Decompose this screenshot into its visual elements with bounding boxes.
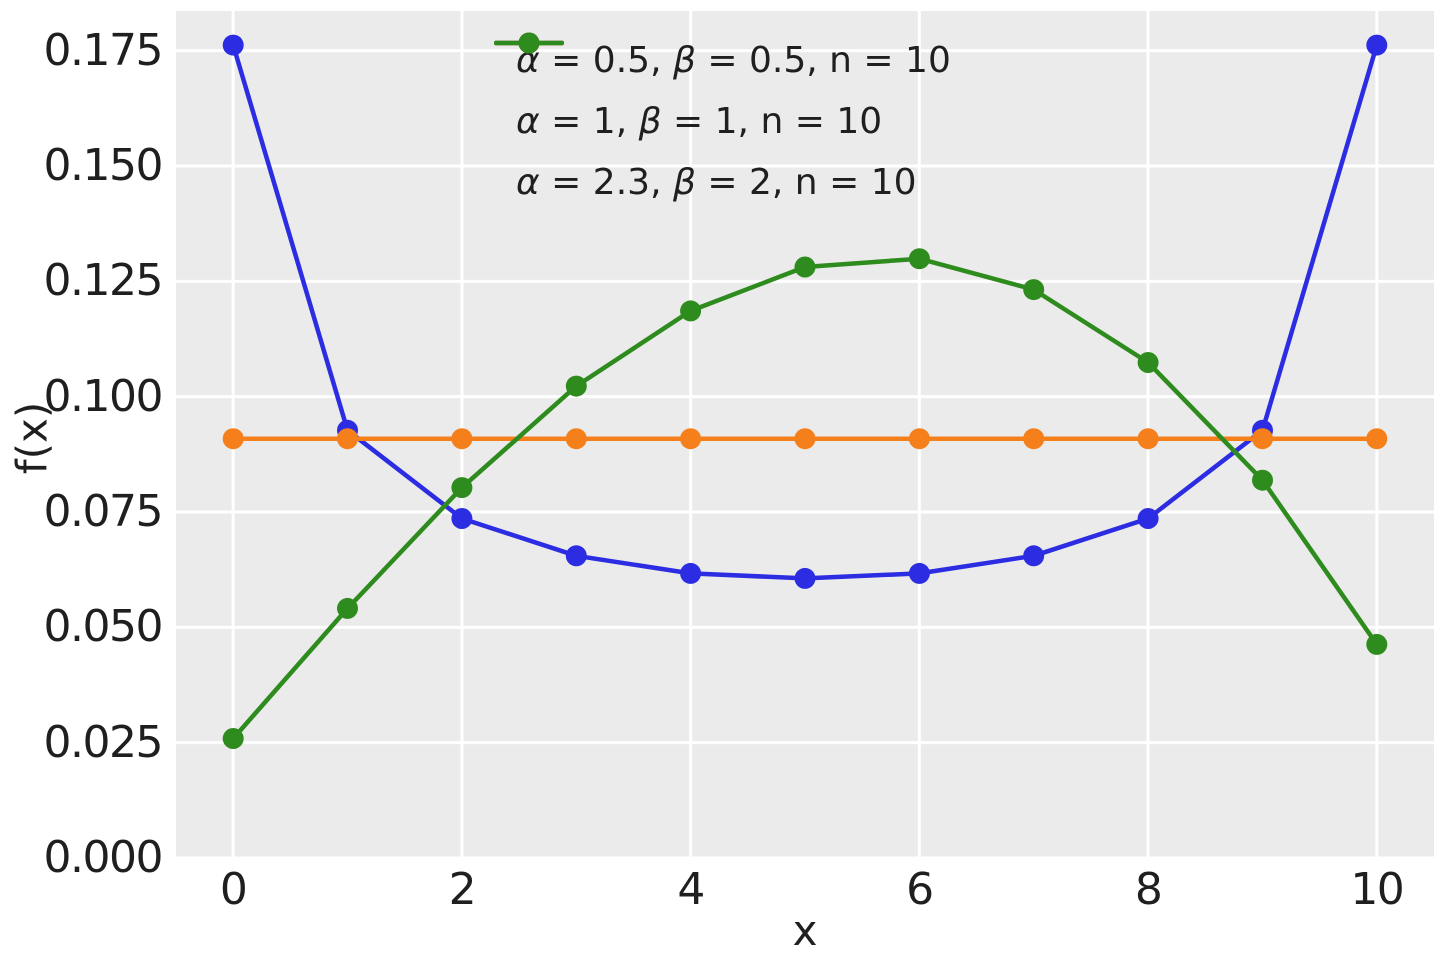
legend-symbol: α (516, 162, 540, 203)
data-point-marker (1137, 508, 1159, 529)
legend-text: 1 (714, 101, 738, 142)
legend: α = 0.5, β = 0.5, n = 10 α = 1, β = 1, n … (494, 30, 951, 213)
data-point-marker (337, 597, 358, 619)
data-point-marker (1252, 469, 1273, 491)
legend-text: = (817, 162, 871, 203)
data-point-marker (451, 477, 473, 499)
data-point-marker (222, 428, 244, 450)
x-tick-label: 6 (906, 864, 934, 915)
x-tick-label: 0 (219, 864, 248, 915)
legend-item-label: α = 2.3, β = 2, n = 10 (516, 162, 917, 203)
legend-item: α = 2.3, β = 2, n = 10 (494, 32, 951, 213)
legend-text: = (783, 101, 837, 142)
y-tick-label: 0.150 (43, 140, 164, 191)
y-tick-label: 0.125 (43, 255, 164, 307)
legend-swatch-icon (494, 32, 564, 54)
legend-text: , (737, 101, 761, 142)
x-tick-label: 2 (448, 864, 477, 915)
y-tick-label: 0.075 (43, 486, 164, 537)
data-point-marker (680, 300, 702, 322)
data-point-marker (794, 256, 816, 278)
data-point-marker (908, 562, 930, 584)
y-axis-label: f(x) (7, 401, 57, 475)
data-point-marker (1023, 545, 1045, 567)
data-point-marker (565, 375, 587, 397)
x-tick-label: 8 (1134, 864, 1163, 915)
data-point-marker (1366, 34, 1388, 56)
legend-text: = (661, 101, 715, 142)
legend-text: 10 (836, 101, 883, 142)
legend-text: = (539, 162, 593, 203)
legend-text: n (794, 162, 818, 203)
legend-item-label: α = 0.5, β = 0.5, n = 10 (516, 40, 951, 81)
legend-text: 10 (905, 40, 951, 81)
legend-text: = (539, 40, 593, 81)
legend-symbol: β (672, 162, 696, 203)
data-point-marker (680, 428, 702, 450)
x-tick-label: 4 (677, 864, 705, 915)
legend-symbol: β (638, 101, 662, 142)
data-point-marker (1366, 428, 1388, 450)
legend-symbol: α (516, 101, 540, 142)
data-point-marker (1137, 428, 1159, 450)
x-tick-label: 10 (1350, 864, 1405, 915)
legend-text: , (806, 40, 830, 81)
legend-text: = (695, 40, 749, 81)
data-point-marker (908, 248, 930, 270)
legend-text: , (771, 162, 795, 203)
legend-text: 0.5 (749, 40, 807, 81)
legend-text: = (851, 40, 906, 81)
data-point-marker (451, 508, 473, 529)
data-point-marker (565, 545, 587, 567)
legend-symbol: β (672, 40, 696, 81)
y-tick-label: 0.050 (43, 601, 164, 653)
legend-text: 10 (870, 162, 917, 203)
data-point-marker (222, 728, 244, 749)
data-point-marker (1137, 352, 1159, 373)
legend-text: 2 (749, 162, 772, 203)
legend-text: 0.5 (592, 40, 651, 81)
legend-item: α = 1, β = 1, n = 10 (494, 32, 951, 152)
legend-text: = (695, 162, 749, 203)
data-point-marker (337, 428, 358, 450)
legend-text: n (760, 101, 784, 142)
y-tick-label: 0.025 (43, 716, 164, 768)
data-point-marker (1023, 279, 1045, 301)
data-point-marker (222, 34, 244, 56)
data-point-marker (908, 428, 930, 450)
y-tick-label: 0.175 (43, 24, 164, 76)
legend-text: , (650, 162, 673, 203)
data-point-marker (680, 562, 702, 584)
series-line (230, 256, 1380, 741)
data-point-marker (1252, 428, 1273, 450)
data-point-marker (794, 428, 816, 450)
legend-text: 2.3 (592, 162, 651, 203)
data-point-marker (794, 567, 816, 589)
data-point-marker (1023, 428, 1045, 450)
plot-area: α = 0.5, β = 0.5, n = 10 α = 1, β = 1, n … (176, 11, 1434, 858)
legend-text: n (829, 40, 852, 81)
data-point-marker (565, 428, 587, 450)
data-point-marker (451, 428, 473, 450)
legend-text: , (650, 40, 673, 81)
legend-text: , (615, 101, 639, 142)
plot-svg (176, 11, 1434, 858)
y-tick-label: 0.100 (43, 370, 164, 422)
legend-text: 1 (592, 101, 616, 142)
x-axis-label: x (792, 906, 818, 955)
data-point-marker (1366, 633, 1388, 655)
y-tick-label: 0.000 (43, 832, 164, 883)
legend-item-label: α = 1, β = 1, n = 10 (516, 101, 882, 142)
legend-text: = (539, 101, 593, 142)
